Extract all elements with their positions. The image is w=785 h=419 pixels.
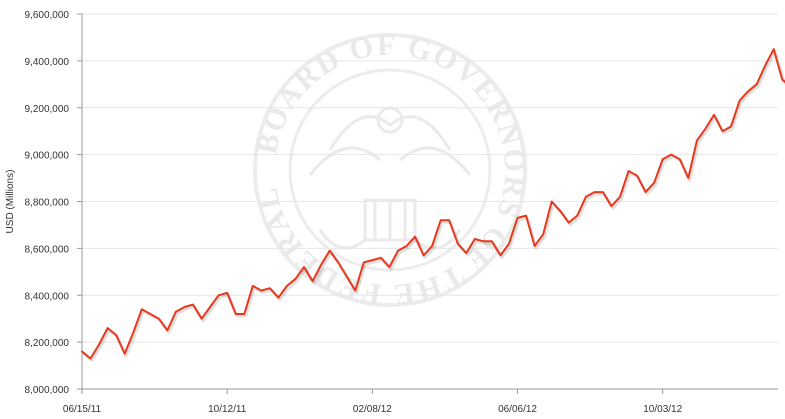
eagle-icon [308, 106, 472, 250]
federal-reserve-seal-watermark: BOARD OF GOVERNORS OF THE FEDERAL RESERV… [0, 0, 530, 311]
x-axis-tick-labels: 06/15/11 10/12/11 02/08/12 06/06/12 10/03/12… [63, 404, 683, 415]
series-line [81, 48, 785, 360]
y-tick-label: 8,200,000 [25, 338, 70, 349]
x-tick-label: 06/15/11 [63, 404, 102, 415]
x-tick-label: 06/06/12 [498, 404, 537, 415]
x-tick-label: 02/08/12 [353, 404, 392, 415]
series-group [81, 48, 785, 362]
y-tick-label: 8,400,000 [25, 291, 70, 302]
y-tick-label: 9,000,000 [25, 151, 70, 162]
y-tick-label: 9,200,000 [25, 104, 70, 115]
y-tick-label: 8,000,000 [25, 385, 70, 396]
y-tick-label: 9,600,000 [25, 10, 70, 21]
y-tick-label: 8,600,000 [25, 244, 70, 255]
axes [77, 13, 778, 394]
grid-lines [82, 13, 778, 390]
series-shadow-path [82, 49, 785, 362]
series-line-shadow [82, 49, 785, 362]
x-tick-label: 10/03/12 [643, 404, 682, 415]
y-tick-label: 9,400,000 [25, 57, 70, 68]
x-tick-label: 10/12/11 [208, 404, 247, 415]
y-tick-label: 8,800,000 [25, 198, 70, 209]
y-axis-tick-labels: 8,000,000 8,200,000 8,400,000 8,600,000 8,80… [25, 10, 70, 396]
y-axis-title: USD (Millions) [5, 170, 16, 234]
